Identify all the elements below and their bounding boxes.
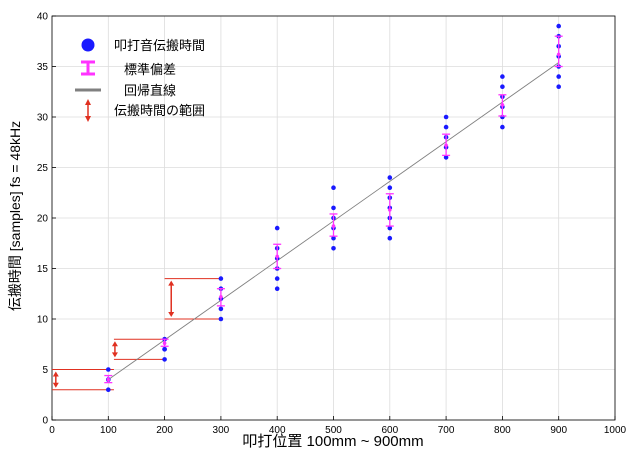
errorbar-mean-marker [500,103,505,107]
data-point [162,357,167,362]
x-tick-label: 600 [381,425,398,436]
data-point [443,114,449,120]
data-point [274,276,280,281]
y-tick-label: 30 [37,113,49,124]
x-tick-label: 500 [325,425,342,436]
data-point [218,276,224,281]
data-point [500,84,505,89]
x-axis-ticks: 0 100 200 300 400 500 600 700 800 900 1000 [49,416,627,436]
data-point [387,235,393,241]
errorbar-mean-marker [219,294,223,299]
x-axis-label: 叩打位置 100mm ~ 900mm [242,433,423,450]
data-point [106,367,111,372]
y-tick-label: 0 [42,416,48,427]
x-tick-label: 800 [494,425,511,436]
range-arrow-head-down [168,312,175,317]
x-tick-label: 700 [438,425,455,436]
x-tick-label: 400 [269,425,286,436]
x-tick-label: 200 [156,425,173,436]
x-tick-label: 100 [100,425,117,436]
data-point [500,124,505,130]
errorbar-mean-marker [162,341,167,346]
data-point [331,205,336,211]
data-point [556,23,561,29]
x-tick-label: 1000 [604,425,627,436]
legend-label: 回帰直線 [124,83,176,98]
y-axis-label: 伝搬時間 [samples] fs = 48kHz [7,121,23,311]
data-point [218,306,224,312]
data-point [331,185,336,190]
x-tick-label: 300 [213,425,230,436]
data-point [387,175,393,180]
data-point [274,225,280,231]
data-point [162,347,167,352]
y-tick-label: 15 [37,264,49,275]
data-point [443,155,449,160]
errorbar-mean-marker [444,143,448,148]
legend-arrow-head-down [85,116,91,122]
range-arrow-head-down [52,382,59,388]
x-tick-label: 900 [550,425,567,436]
legend-label: 伝搬時間の範囲 [114,103,205,118]
data-point [218,316,224,322]
data-point [387,225,393,231]
y-tick-label: 40 [37,12,49,23]
y-tick-label: 10 [37,315,49,326]
errorbar-mean-marker [331,224,336,228]
errorbar-mean-marker [275,254,280,259]
errorbar-mean-marker [106,377,111,382]
x-tick-label: 0 [49,425,55,436]
y-tick-label: 5 [42,365,48,376]
legend-arrow-head-up [85,99,91,105]
range-arrow-head-up [168,280,175,286]
data-point [443,124,449,130]
data-point [556,74,561,79]
y-tick-label: 35 [37,62,49,73]
data-point [106,387,111,393]
data-point [500,74,505,79]
data-point [274,286,280,292]
data-point [331,246,336,251]
legend-label: 叩打音伝搬時間 [114,38,205,53]
y-tick-label: 20 [37,214,49,225]
range-annotations [52,278,221,391]
error-bars [104,35,563,384]
y-tick-label: 25 [37,163,49,174]
errorbar-mean-marker [388,208,392,212]
errorbar-mean-marker [556,52,561,57]
data-point [387,185,393,190]
data-point [331,235,336,241]
data-point [556,84,561,89]
range-arrow-head-up [52,371,59,377]
range-arrow-head-up [111,341,118,347]
range-arrow-head-down [111,352,118,358]
legend-dot-icon [81,38,95,52]
legend-label: 標準偏差 [124,62,176,77]
